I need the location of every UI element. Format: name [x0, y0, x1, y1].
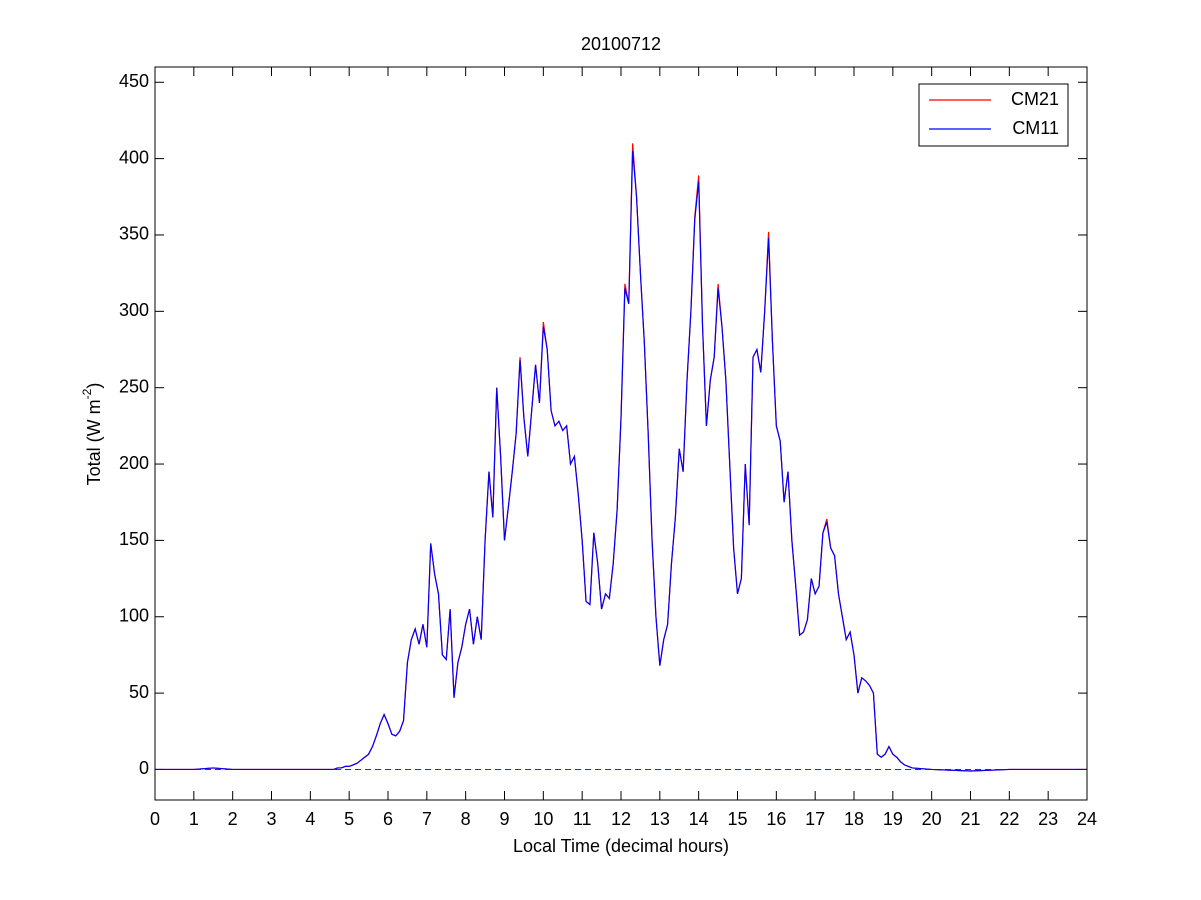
y-tick-label: 100 — [119, 606, 149, 626]
x-tick-label: 11 — [573, 809, 592, 829]
x-tick-label: 4 — [305, 809, 315, 829]
y-tick-label: 300 — [119, 300, 149, 320]
x-tick-label: 23 — [1038, 809, 1058, 829]
y-label-sup: -2 — [80, 388, 94, 399]
x-tick-label: 20 — [922, 809, 942, 829]
x-tick-label: 13 — [650, 809, 670, 829]
y-tick-label: 450 — [119, 71, 149, 91]
x-tick-label: 3 — [266, 809, 276, 829]
y-tick-label: 400 — [119, 147, 149, 167]
x-tick-label: 18 — [844, 809, 864, 829]
y-tick-label: 250 — [119, 376, 149, 396]
x-tick-label: 6 — [383, 809, 393, 829]
x-tick-label: 14 — [689, 809, 709, 829]
legend-label: CM11 — [1012, 118, 1059, 138]
x-tick-label: 9 — [499, 809, 509, 829]
x-tick-label: 10 — [533, 809, 553, 829]
x-tick-label: 7 — [422, 809, 432, 829]
chart-title: 20100712 — [581, 34, 661, 54]
x-tick-label: 17 — [805, 809, 825, 829]
y-axis-label: Total (W m-2) — [80, 383, 104, 486]
x-tick-label: 16 — [766, 809, 786, 829]
plot-frame — [154, 66, 1088, 801]
y-tick-label: 200 — [119, 453, 149, 473]
x-tick-label: 8 — [461, 809, 471, 829]
x-tick-label: 2 — [228, 809, 238, 829]
x-tick-label: 15 — [727, 809, 747, 829]
y-tick-label: 50 — [129, 682, 149, 702]
y-tick-label: 0 — [139, 758, 149, 778]
x-tick-label: 24 — [1077, 809, 1097, 829]
x-tick-label: 5 — [344, 809, 354, 829]
y-label-text: Total (W m — [84, 399, 104, 485]
x-tick-label: 22 — [999, 809, 1019, 829]
series-line — [155, 150, 1087, 772]
legend-box — [918, 83, 1069, 147]
x-tick-label: 21 — [960, 809, 980, 829]
x-tick-label: 1 — [189, 809, 199, 829]
x-tick-label: 19 — [883, 809, 903, 829]
x-axis-label: Local Time (decimal hours) — [513, 836, 729, 856]
x-tick-label: 0 — [150, 809, 160, 829]
x-tick-label: 12 — [611, 809, 631, 829]
y-tick-label: 350 — [119, 224, 149, 244]
legend: CM21 CM11 — [918, 83, 1069, 147]
y-tick-label: 150 — [119, 529, 149, 549]
y-label-text: ) — [84, 383, 104, 389]
legend-label: CM21 — [1011, 89, 1059, 109]
